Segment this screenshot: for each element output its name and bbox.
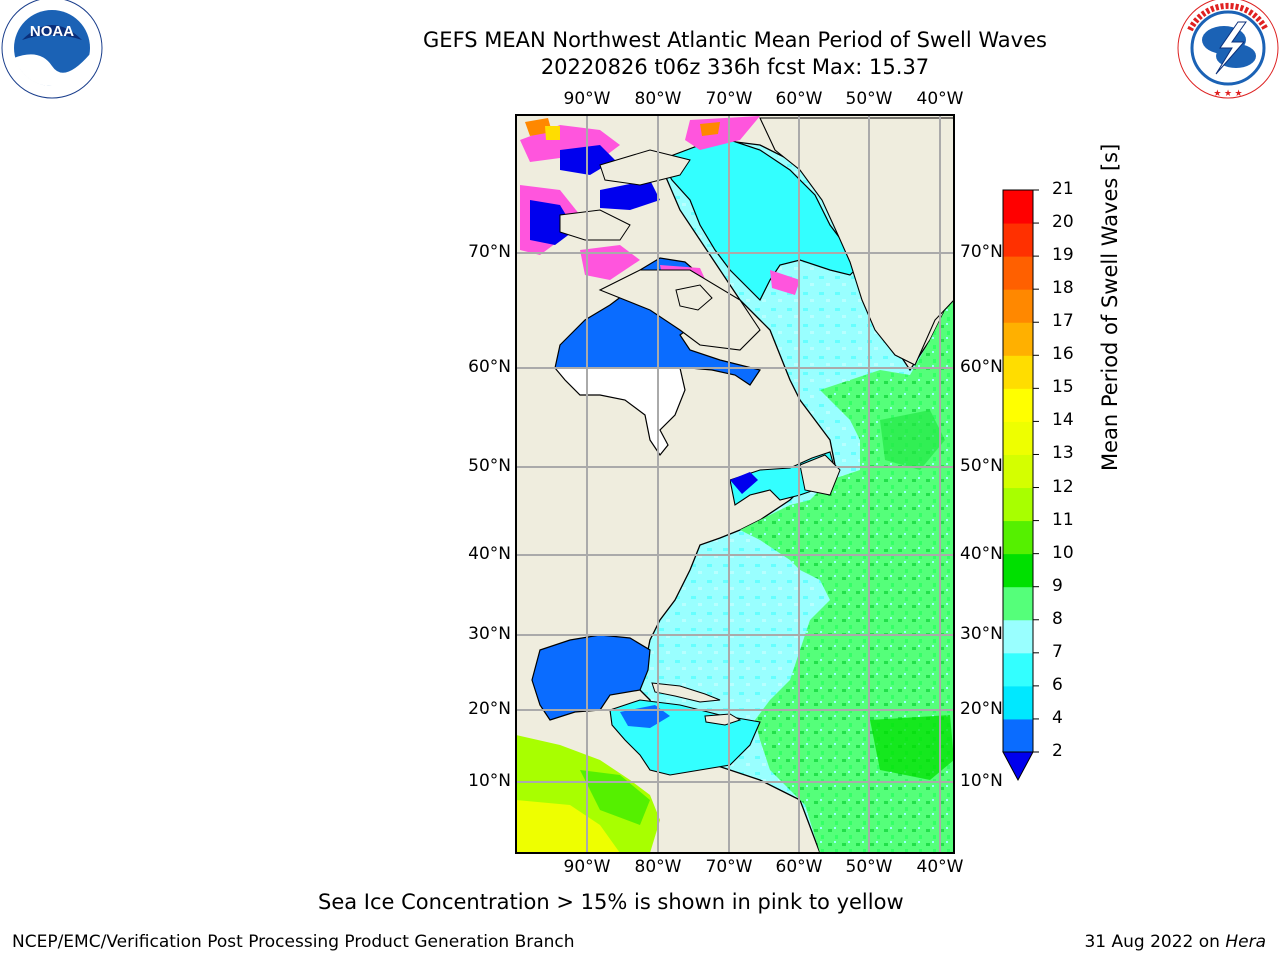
colorbar-segment [1003, 322, 1033, 356]
colorbar-tick-label: 2 [1052, 741, 1063, 761]
colorbar-segment [1003, 355, 1033, 389]
colorbar-tick-label: 9 [1052, 575, 1063, 596]
colorbar-segment [1003, 520, 1033, 555]
south-american-green-patch [580, 770, 650, 825]
lon-label-top-70w: 70°W [705, 89, 753, 109]
newfoundland-island [799, 454, 841, 496]
colorbar-tick-label: 19 [1052, 245, 1074, 266]
colorbar-segment [1003, 421, 1033, 455]
footer-date-text: 31 Aug 2022 on [1084, 932, 1226, 952]
colorbar-tick-label: 20 [1052, 212, 1074, 233]
lat-label-right-60n: 60°N [960, 357, 1003, 377]
baffin-island [598, 269, 761, 351]
lon-label-bottom-80w: 80°W [634, 857, 682, 877]
lon-label-top-60w: 60°W [775, 89, 823, 109]
colorbar-tick-label: 11 [1052, 509, 1074, 530]
sea-ice-note: Sea Ice Concentration > 15% is shown in … [318, 890, 904, 914]
forecast-subtitle: 20220826 t06z 336h fcst Max: 15.37 [540, 55, 930, 79]
lon-label-top-50w: 50°W [845, 89, 893, 109]
svg-text:★ ★ ★: ★ ★ ★ [1213, 88, 1242, 98]
colorbar-tick-label: 8 [1052, 608, 1063, 629]
colorbar-tick-label: 18 [1052, 278, 1074, 299]
colorbar-tick-label: 14 [1052, 410, 1074, 431]
colorbar-segment [1003, 586, 1033, 621]
nws-logo: ★ ★ ★ [1177, 0, 1279, 99]
lat-label-left-20n: 20°N [468, 699, 511, 719]
footer-date: 31 Aug 2022 on Hera [1084, 932, 1266, 952]
lon-label-top-80w: 80°W [634, 89, 682, 109]
lon-label-bottom-90w: 90°W [563, 857, 611, 877]
lat-label-left-30n: 30°N [468, 624, 511, 644]
lon-label-top-40w: 40°W [916, 89, 964, 109]
colorbar-segment [1003, 388, 1033, 422]
colorbar-tick-label: 10 [1052, 542, 1074, 563]
lon-label-top-90w: 90°W [563, 89, 611, 109]
colorbar-segment [1003, 256, 1033, 290]
hispaniola-island [704, 713, 742, 726]
colorbar-tick-label: 13 [1052, 443, 1074, 464]
colorbar-frame [1002, 189, 1034, 753]
colorbar-tick-label: 7 [1052, 641, 1063, 662]
colorbar-tick-label: 15 [1052, 377, 1074, 398]
arctic-island-1 [599, 149, 691, 186]
lat-label-left-40n: 40°N [468, 544, 511, 564]
map-frame [515, 114, 955, 854]
colorbar-tick-label: 17 [1052, 311, 1074, 332]
colorbar-extend-arrow [1002, 751, 1034, 782]
colorbar-segment [1003, 190, 1033, 224]
colorbar-segment [1003, 652, 1033, 687]
colorbar-tick-label: 12 [1052, 476, 1074, 497]
colorbar-tick-label: 16 [1052, 344, 1074, 365]
st-lawrence-blue [730, 472, 758, 494]
noaa-logo-text: NOAA [30, 23, 74, 40]
baffin-bay-field [659, 139, 861, 302]
colorbar [1002, 189, 1039, 782]
colorbar-segment [1003, 718, 1033, 753]
colorbar-segment [1003, 619, 1033, 654]
lat-label-right-40n: 40°N [960, 544, 1003, 564]
lon-label-bottom-60w: 60°W [775, 857, 823, 877]
colorbar-tick-label: 21 [1052, 179, 1074, 199]
colorbar-tick-label: 4 [1052, 707, 1063, 728]
lat-label-left-50n: 50°N [468, 456, 511, 476]
map-panel [516, 115, 954, 853]
map-title: GEFS MEAN Northwest Atlantic Mean Period… [423, 28, 1047, 52]
lat-label-left-70n: 70°N [468, 242, 511, 262]
colorbar-tick-label: 6 [1052, 674, 1063, 695]
south-american-yellow-patch [516, 800, 620, 853]
lon-label-bottom-70w: 70°W [705, 857, 753, 877]
colorbar-segment [1003, 289, 1033, 323]
lat-label-left-10n: 10°N [468, 771, 511, 791]
colorbar-segment [1003, 487, 1033, 522]
lon-label-bottom-40w: 40°W [916, 857, 964, 877]
colorbar-segment [1003, 553, 1033, 588]
bright-green-patch [870, 715, 954, 780]
colorbar-segment [1003, 223, 1033, 257]
note-row: Sea Ice Concentration > 15% is shown in … [0, 890, 1280, 920]
lat-label-right-50n: 50°N [960, 456, 1003, 476]
colorbar-segment [1003, 685, 1033, 720]
footer-branch: NCEP/EMC/Verification Post Processing Pr… [12, 932, 575, 952]
footer-host: Hera [1225, 932, 1266, 952]
colorbar-label: Mean Period of Swell Waves [s] [1098, 143, 1122, 471]
bright-green-patch-north [880, 410, 945, 470]
graticule-grid [516, 115, 954, 853]
lat-label-left-60n: 60°N [468, 357, 511, 377]
noaa-logo: NOAA [1, 0, 103, 99]
colorbar-segment [1003, 454, 1033, 489]
lat-label-right-30n: 30°N [960, 624, 1003, 644]
lat-label-right-70n: 70°N [960, 242, 1003, 262]
lat-label-right-10n: 10°N [960, 771, 1003, 791]
arctic-sea-ice [520, 116, 800, 300]
southampton-island [675, 284, 713, 311]
lat-label-right-20n: 20°N [960, 699, 1003, 719]
arctic-island-2 [559, 209, 631, 241]
lon-label-bottom-50w: 50°W [845, 857, 893, 877]
